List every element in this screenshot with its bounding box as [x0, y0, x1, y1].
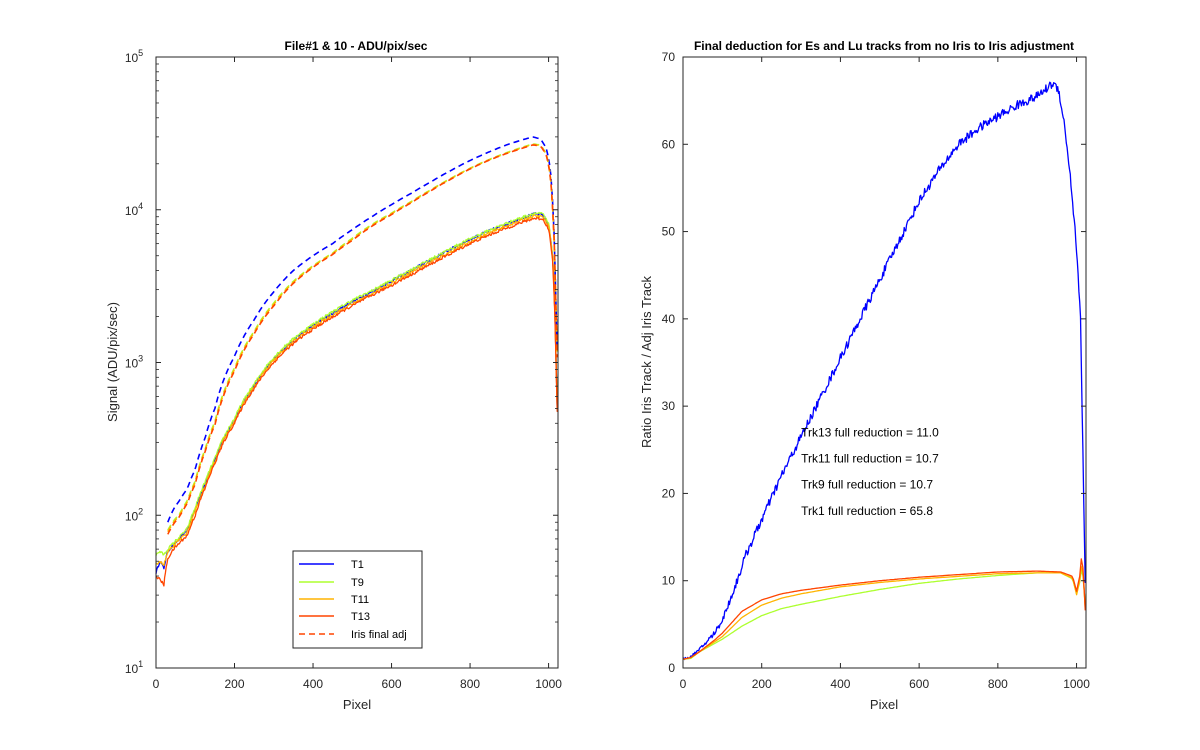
x-tick-label: 200: [752, 677, 772, 691]
legend-label-t11: T11: [351, 594, 369, 606]
y-tick-label: 101: [125, 659, 143, 676]
legend-label-t1: T1: [351, 559, 364, 571]
right-axes: Final deduction for Es and Lu tracks fro…: [639, 39, 1090, 712]
series-line-iris-final-adj-t13: [167, 144, 558, 535]
annotation-trk1: Trk1 full reduction = 65.8: [801, 504, 933, 518]
legend-label-t13: T13: [351, 611, 370, 623]
y-tick-label: 30: [662, 399, 676, 413]
y-tick-label: 105: [125, 48, 143, 65]
legend: T1 T9 T11 T13 Iris final adj: [292, 550, 423, 649]
series-line-t13: [155, 216, 558, 587]
y-tick-label: 50: [662, 225, 676, 239]
x-tick-label: 0: [153, 677, 160, 691]
right-ticks: 0 200 400 600 800 1000 0 10 20 30 40 50 60 70: [662, 50, 1091, 691]
y-tick-label: 104: [125, 201, 143, 218]
x-tick-label: 1000: [535, 677, 562, 691]
x-tick-label: 800: [988, 677, 1008, 691]
y-tick-label: 0: [668, 661, 675, 675]
left-axes: File#1 & 10 - ADU/pix/sec 0 200 400 600 800 1…: [105, 39, 562, 712]
x-tick-label: 800: [460, 677, 480, 691]
x-tick-label: 600: [382, 677, 402, 691]
x-tick-label: 400: [830, 677, 850, 691]
annotation-trk9: Trk9 full reduction = 10.7: [801, 478, 933, 492]
legend-label-iris-final-adj: Iris final adj: [351, 629, 407, 641]
left-chart-title: File#1 & 10 - ADU/pix/sec: [285, 39, 428, 53]
legend-label-t9: T9: [351, 577, 364, 589]
x-tick-label: 400: [303, 677, 323, 691]
y-tick-label: 20: [662, 486, 676, 500]
right-axes-box: [682, 56, 1087, 669]
series-line-trk9: [682, 569, 1086, 660]
annotation-trk11: Trk11 full reduction = 10.7: [801, 452, 939, 466]
left-ticks: 0 200 400 600 800 1000 101 102 103 104 105: [125, 48, 562, 691]
right-plot-lines: [682, 81, 1086, 661]
y-tick-label: 10: [662, 574, 676, 588]
series-line-t9: [155, 211, 558, 556]
right-x-axis-label: Pixel: [870, 697, 898, 712]
left-plot-lines: [155, 136, 558, 587]
y-tick-label: 60: [662, 137, 676, 151]
y-tick-label: 70: [662, 50, 676, 64]
x-tick-label: 200: [225, 677, 245, 691]
right-annotations: Trk13 full reduction = 11.0 Trk11 full re…: [801, 425, 939, 518]
right-chart-title: Final deduction for Es and Lu tracks fro…: [694, 39, 1074, 53]
y-tick-label: 102: [125, 506, 143, 523]
annotation-trk13: Trk13 full reduction = 11.0: [801, 425, 939, 439]
right-y-axis-label: Ratio Iris Track / Adj Iris Track: [639, 276, 654, 448]
x-tick-label: 1000: [1063, 677, 1090, 691]
series-line-trk11: [682, 566, 1086, 660]
x-tick-label: 600: [909, 677, 929, 691]
left-y-axis-label: Signal (ADU/pix/sec): [105, 302, 120, 422]
series-line-t11: [155, 214, 558, 567]
y-tick-label: 40: [662, 312, 676, 326]
y-tick-label: 103: [125, 354, 143, 371]
series-line-iris-final-adj-t1: [167, 136, 558, 523]
x-tick-label: 0: [680, 677, 687, 691]
series-line-trk1: [682, 81, 1086, 661]
left-x-axis-label: Pixel: [343, 697, 371, 712]
series-line-trk13: [682, 558, 1086, 660]
